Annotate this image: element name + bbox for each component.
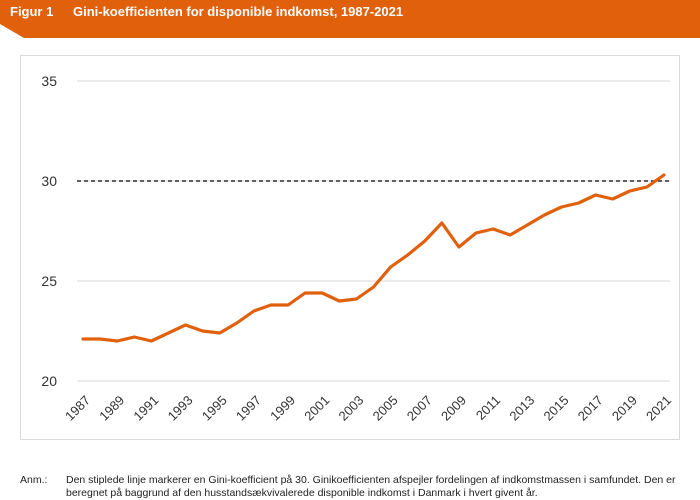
x-tick-label-2013: 2013 xyxy=(506,393,537,424)
note-label: Anm.: xyxy=(20,474,48,486)
x-tick-label-2015: 2015 xyxy=(541,393,572,424)
x-tick-label-2021: 2021 xyxy=(643,393,674,424)
x-tick-label-2005: 2005 xyxy=(370,393,401,424)
x-tick-label-1993: 1993 xyxy=(165,393,196,424)
x-tick-label-1989: 1989 xyxy=(96,393,127,424)
x-tick-label-1995: 1995 xyxy=(199,393,230,424)
note-text: Den stiplede linje markerer en Gini-koef… xyxy=(66,474,676,499)
y-tick-label-30: 30 xyxy=(41,173,57,189)
x-tick-label-2011: 2011 xyxy=(473,393,503,423)
x-tick-label-2007: 2007 xyxy=(404,393,435,424)
x-tick-label-2017: 2017 xyxy=(575,393,606,424)
x-tick-label-1997: 1997 xyxy=(233,393,264,424)
header-title-row: Figur 1 Gini-koefficienten for disponibl… xyxy=(10,0,403,24)
figure-title: Gini-koefficienten for disponible indkom… xyxy=(72,4,404,19)
y-tick-label-20: 20 xyxy=(41,373,57,389)
series-line-0 xyxy=(81,173,666,343)
x-tick-label-1999: 1999 xyxy=(267,393,298,424)
chart-frame: 20 25 30 35 1987 1989 1991 1993 1995 1997 1999 2001… xyxy=(20,55,680,440)
x-tick-label-2019: 2019 xyxy=(609,393,640,424)
x-tick-label-1991: 1991 xyxy=(130,393,161,424)
header-banner xyxy=(0,0,700,38)
x-tick-label-1987: 1987 xyxy=(62,393,93,424)
y-tick-label-35: 35 xyxy=(41,73,57,89)
x-tick-label-2003: 2003 xyxy=(335,393,366,424)
figure-label: Figur 1 xyxy=(10,4,54,19)
x-tick-label-2009: 2009 xyxy=(438,393,469,424)
figure-header: Figur 1 Gini-koefficienten for disponibl… xyxy=(0,0,700,38)
x-tick-label-2001: 2001 xyxy=(301,393,332,424)
y-tick-label-25: 25 xyxy=(41,273,57,289)
gini-line-chart: 20 25 30 35 1987 1989 1991 1993 1995 1997 1999 2001… xyxy=(41,73,674,424)
